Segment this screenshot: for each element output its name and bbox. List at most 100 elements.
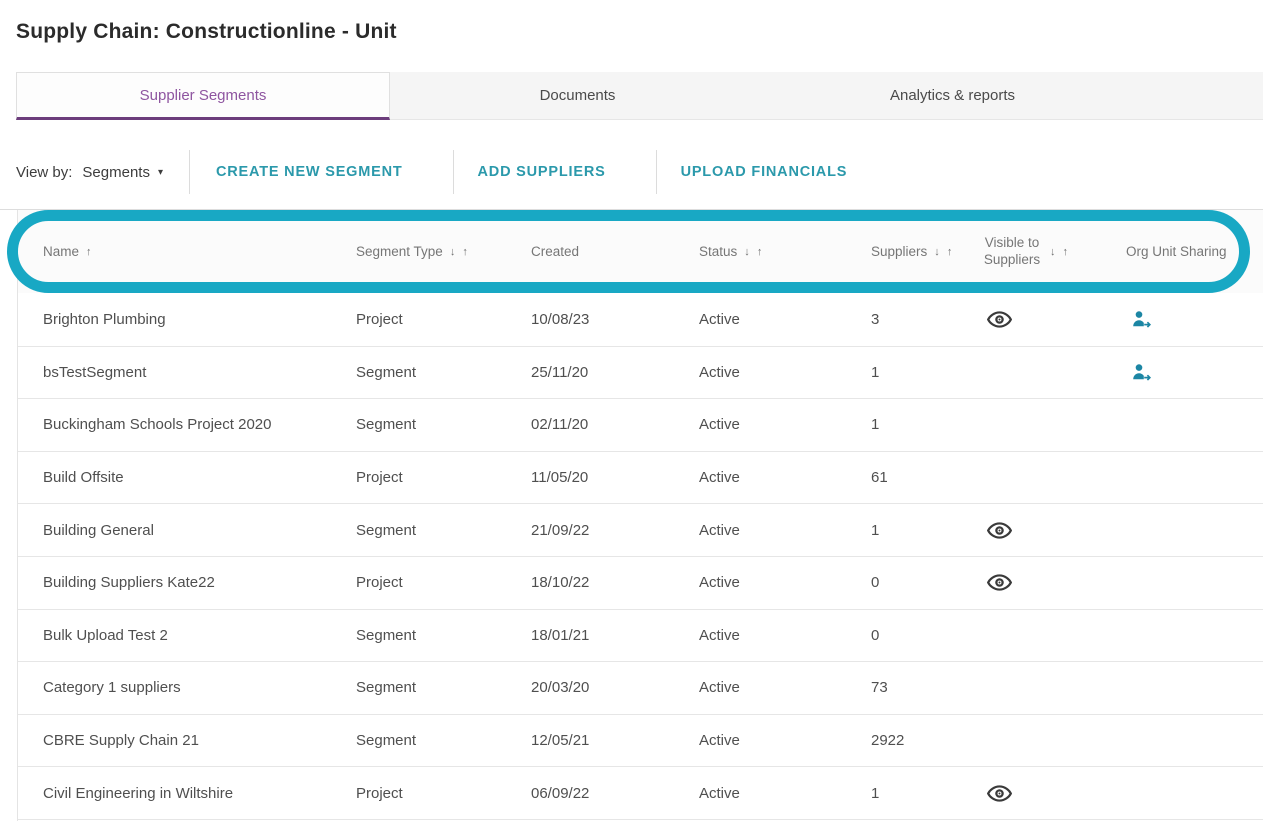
cell-suppliers: 1	[871, 784, 880, 802]
tab-bar: Supplier Segments Documents Analytics & …	[0, 72, 1263, 120]
view-by-label: View by:	[16, 163, 73, 181]
cell-segment-type: Segment	[356, 521, 417, 539]
column-header-visible-to-suppliers[interactable]: Visible to Suppliers ↓ ↑	[981, 235, 1116, 269]
tab-documents-label: Documents	[539, 87, 616, 104]
upload-financials-button[interactable]: UPLOAD FINANCIALS	[657, 164, 872, 180]
toolbar-divider	[189, 150, 190, 194]
sort-arrows-icon[interactable]: ↓ ↑	[1050, 245, 1071, 258]
page-title: Supply Chain: Constructionline - Unit	[16, 20, 397, 43]
toolbar-divider	[655, 150, 657, 194]
cell-segment-type: Segment	[356, 363, 417, 381]
table-row[interactable]: Build Offsite Project 11/05/20 Active 61	[18, 450, 1263, 504]
column-header-label: Suppliers	[871, 244, 928, 259]
table-top-divider	[0, 209, 1263, 210]
cell-name[interactable]: Civil Engineering in Wiltshire	[43, 784, 234, 802]
cell-name[interactable]: Category 1 suppliers	[43, 679, 181, 697]
cell-segment-type: Project	[356, 784, 403, 802]
cell-created: 25/11/20	[531, 363, 589, 381]
table-header-row: Name ↑ Segment Type ↓ ↑ Created Status ↓…	[18, 210, 1263, 293]
cell-visible-to-suppliers	[981, 520, 1116, 541]
table-bottom-divider	[18, 818, 1263, 821]
cell-created: 18/10/22	[531, 574, 590, 592]
eye-icon[interactable]	[985, 783, 1014, 804]
tab-supplier-segments-label: Supplier Segments	[139, 86, 267, 104]
cell-suppliers: 1	[871, 363, 880, 381]
table-row[interactable]: Building General Segment 21/09/22 Active…	[18, 503, 1263, 556]
table-row[interactable]: Brighton Plumbing Project 10/08/23 Activ…	[18, 293, 1263, 346]
create-new-segment-button[interactable]: CREATE NEW SEGMENT	[192, 164, 427, 180]
cell-created: 02/11/20	[531, 416, 589, 434]
column-header-status[interactable]: Status ↓ ↑	[699, 244, 871, 259]
column-header-segment-type[interactable]: Segment Type ↓ ↑	[356, 244, 531, 259]
table-row[interactable]: Buckingham Schools Project 2020 Segment …	[18, 398, 1263, 451]
eye-icon[interactable]	[985, 309, 1014, 330]
cell-org-unit-sharing	[1116, 361, 1263, 384]
cell-status: Active	[699, 521, 740, 539]
cell-visible-to-suppliers	[981, 783, 1116, 804]
cell-status: Active	[699, 469, 740, 487]
sort-arrows-icon[interactable]: ↓ ↑	[744, 245, 765, 258]
cell-status: Active	[699, 626, 740, 644]
toolbar-divider	[452, 150, 454, 194]
tab-analytics-reports-label: Analytics & reports	[889, 87, 1016, 104]
sort-arrows-icon[interactable]: ↑	[86, 245, 94, 258]
cell-visible-to-suppliers	[981, 309, 1116, 330]
column-header-name[interactable]: Name ↑	[18, 244, 356, 259]
person-share-icon[interactable]	[1129, 361, 1154, 384]
cell-segment-type: Segment	[356, 416, 417, 434]
cell-status: Active	[699, 679, 740, 697]
add-suppliers-button[interactable]: ADD SUPPLIERS	[454, 164, 630, 180]
table-row[interactable]: Civil Engineering in Wiltshire Project 0…	[18, 766, 1263, 819]
eye-icon[interactable]	[985, 572, 1014, 593]
column-header-label: Org Unit Sharing	[1126, 244, 1227, 259]
cell-name[interactable]: Brighton Plumbing	[43, 310, 166, 328]
cell-segment-type: Segment	[356, 732, 417, 750]
cell-segment-type: Segment	[356, 679, 417, 697]
cell-created: 11/05/20	[531, 469, 589, 487]
cell-suppliers: 61	[871, 469, 888, 487]
column-header-label: Segment Type	[356, 244, 443, 259]
view-by-dropdown[interactable]: Segments ▾	[82, 164, 163, 181]
cell-org-unit-sharing	[1116, 308, 1263, 331]
sort-arrows-icon[interactable]: ↓ ↑	[449, 245, 470, 258]
tab-documents[interactable]: Documents	[390, 72, 765, 120]
segments-table: Name ↑ Segment Type ↓ ↑ Created Status ↓…	[17, 210, 1263, 821]
cell-suppliers: 0	[871, 626, 880, 644]
column-header-label: Status	[699, 244, 738, 259]
cell-name[interactable]: Buckingham Schools Project 2020	[43, 416, 272, 434]
tabbar-left-spacer	[0, 72, 16, 120]
cell-name[interactable]: CBRE Supply Chain 21	[43, 732, 199, 750]
cell-name[interactable]: Bulk Upload Test 2	[43, 626, 168, 644]
column-header-org-unit-sharing: Org Unit Sharing	[1116, 244, 1263, 259]
table-row[interactable]: Category 1 suppliers Segment 20/03/20 Ac…	[18, 661, 1263, 714]
cell-status: Active	[699, 310, 740, 328]
cell-created: 18/01/21	[531, 626, 590, 644]
table-row[interactable]: Bulk Upload Test 2 Segment 18/01/21 Acti…	[18, 608, 1263, 662]
cell-created: 10/08/23	[531, 310, 590, 328]
eye-icon[interactable]	[985, 520, 1014, 541]
cell-created: 06/09/22	[531, 784, 590, 802]
cell-name[interactable]: Building General	[43, 521, 154, 539]
table-row[interactable]: bsTestSegment Segment 25/11/20 Active 1	[18, 345, 1263, 399]
tab-supplier-segments[interactable]: Supplier Segments	[16, 72, 390, 120]
cell-suppliers: 1	[871, 521, 880, 539]
tabbar-filler	[1140, 72, 1263, 120]
view-by-group: View by: Segments ▾	[16, 164, 163, 181]
column-header-suppliers[interactable]: Suppliers ↓ ↑	[871, 244, 981, 259]
cell-segment-type: Project	[356, 310, 403, 328]
cell-name[interactable]: Build Offsite	[43, 469, 124, 487]
cell-suppliers: 73	[871, 679, 888, 697]
person-share-icon[interactable]	[1129, 308, 1154, 331]
sort-arrows-icon[interactable]: ↓ ↑	[934, 245, 955, 258]
cell-name[interactable]: bsTestSegment	[43, 363, 147, 381]
table-body: Brighton Plumbing Project 10/08/23 Activ…	[18, 293, 1263, 819]
cell-name[interactable]: Building Suppliers Kate22	[43, 574, 215, 592]
table-row[interactable]: CBRE Supply Chain 21 Segment 12/05/21 Ac…	[18, 713, 1263, 767]
table-row[interactable]: Building Suppliers Kate22 Project 18/10/…	[18, 555, 1263, 609]
column-header-label: Created	[531, 244, 580, 259]
cell-suppliers: 0	[871, 574, 880, 592]
tab-analytics-reports[interactable]: Analytics & reports	[765, 72, 1140, 120]
cell-status: Active	[699, 784, 740, 802]
chevron-down-icon: ▾	[157, 166, 163, 178]
